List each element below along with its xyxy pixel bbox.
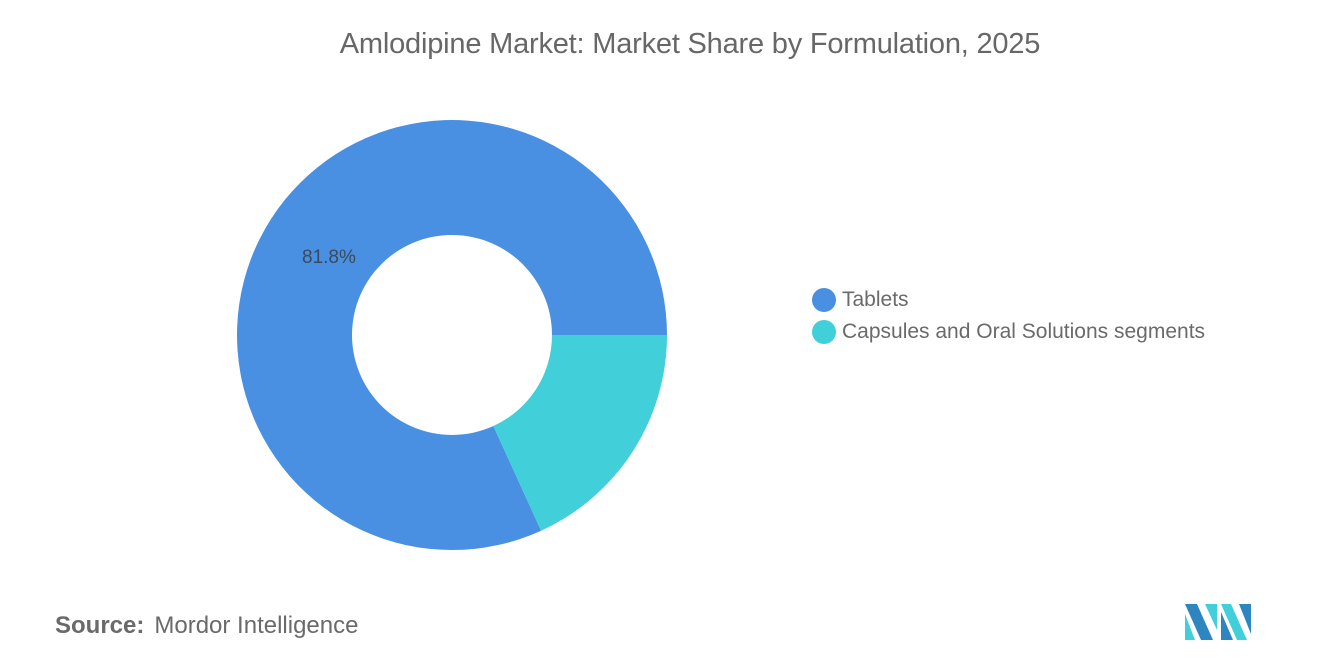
legend-item-tablets[interactable]: Tablets <box>812 284 1205 316</box>
legend-swatch-tablets <box>812 288 836 312</box>
slice-tablets[interactable] <box>237 120 668 551</box>
legend-label: Tablets <box>842 288 909 311</box>
legend-swatch-capsules <box>812 320 836 344</box>
slice-capsules-oral-solutions[interactable] <box>493 335 667 531</box>
source-key: Source: <box>55 612 145 639</box>
legend-item-capsules[interactable]: Capsules and Oral Solutions segments <box>812 316 1205 348</box>
mordor-intelligence-logo-icon <box>1185 604 1251 640</box>
legend-label: Capsules and Oral Solutions segments <box>842 320 1206 343</box>
data-label-tablets: 81.8% <box>302 247 356 268</box>
source-value: Mordor Intelligence <box>154 612 359 639</box>
chart-title: Amlodipine Market: Market Share by Formu… <box>339 28 1041 60</box>
legend: Tablets Capsules and Oral Solutions segm… <box>812 284 1205 348</box>
source-line: Source: Mordor Intelligence <box>55 612 358 640</box>
